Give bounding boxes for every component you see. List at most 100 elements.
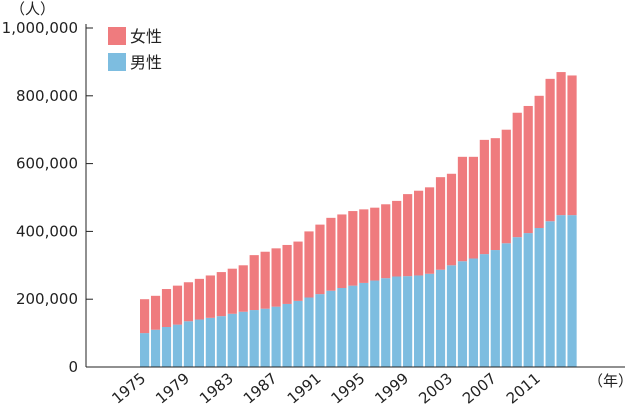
bar-male-1994 [348,285,358,367]
bars-group [140,72,577,368]
x-tick-label: 2003 [415,369,456,407]
bar-male-1993 [337,288,347,367]
bar-female-1999 [403,194,413,277]
bar-female-2005 [468,156,478,259]
bar-male-2002 [435,269,446,367]
bar-male-1985 [249,310,259,367]
bar-male-2013 [556,215,566,367]
bar-female-2002 [435,177,446,270]
bar-male-1987 [271,306,281,367]
x-tick-label: 1979 [152,369,193,407]
bar-male-2000 [414,275,424,367]
bar-female-2014 [567,75,577,216]
bar-male-1980 [194,319,204,367]
y-tick-label: 800,000 [16,87,78,105]
bar-male-2011 [534,228,544,367]
bar-female-2006 [479,139,489,255]
x-axis-label: （年） [588,372,633,390]
bar-male-1988 [282,303,292,367]
bar-male-2001 [424,273,435,367]
bar-female-2003 [446,173,457,266]
bar-male-1998 [392,276,402,367]
bar-female-2012 [545,78,555,222]
bar-male-1979 [183,321,194,367]
bar-female-1995 [359,209,369,283]
bar-female-1980 [194,278,204,320]
bar-male-1981 [205,317,215,367]
bar-male-2008 [501,243,511,367]
bar-male-1978 [172,324,183,368]
bar-female-1985 [249,255,259,311]
bar-male-2007 [490,250,500,367]
y-tick-label: 400,000 [16,222,78,240]
x-tick-label: 1999 [371,369,412,407]
bar-female-1998 [392,200,402,277]
bar-female-1990 [304,231,314,298]
bar-male-1996 [370,280,380,367]
x-tick-label: 2007 [459,369,500,407]
bar-male-1983 [227,313,237,367]
bar-female-2008 [501,129,511,244]
bar-male-1991 [315,294,325,367]
bar-male-2010 [523,233,533,367]
legend: 女性 男性 [108,27,162,72]
x-tick-label: 1987 [240,369,281,407]
x-tick-label: 2011 [503,369,544,407]
bar-male-1999 [403,276,413,367]
bar-male-1989 [293,300,303,367]
x-tick-label: 1983 [196,369,237,407]
legend-swatch-male [108,53,126,71]
bar-female-1975 [140,299,150,334]
bar-female-2009 [512,112,522,238]
bar-female-1976 [150,295,161,330]
bar-female-1982 [216,272,226,317]
bar-male-1990 [304,297,314,367]
bar-male-2014 [567,215,577,367]
bar-female-1988 [282,244,292,304]
legend-label-female: 女性 [130,27,162,46]
bar-male-2004 [457,261,468,367]
y-tick-label: 600,000 [16,155,78,173]
bar-female-1983 [227,268,237,314]
x-tick-label: 1995 [328,369,369,407]
bar-female-2001 [424,187,435,274]
bar-male-2003 [446,265,457,367]
bar-male-1982 [216,316,226,367]
x-ticks-group: 1975 1979 1983 1987 1991 1995 1999 2003 2007 2011 [108,369,543,407]
bar-female-1991 [315,224,325,295]
bar-female-2004 [457,156,468,262]
bar-male-2009 [512,237,522,367]
bar-female-1987 [271,248,281,307]
x-tick-label: 1991 [284,369,325,407]
bar-male-2005 [468,258,478,367]
bar-male-2006 [479,254,489,367]
x-tick-label: 1975 [108,369,149,407]
bar-male-1997 [381,278,391,367]
bar-male-1984 [238,311,248,367]
y-axis-label: （人） [10,0,55,18]
bar-female-2011 [534,95,544,229]
bar-female-1986 [260,251,270,309]
bar-male-1975 [140,333,150,367]
bar-female-1981 [205,275,215,318]
bar-female-2007 [490,138,500,251]
legend-label-male: 男性 [130,53,162,72]
bar-female-1997 [381,204,391,279]
bar-female-1978 [172,285,183,325]
bar-female-1992 [326,217,336,291]
bar-male-2012 [545,221,555,367]
bar-female-1979 [183,282,194,322]
y-ticks-group: 0 200,000 400,000 600,000 800,000 1,000,000 [2,19,93,376]
y-tick-label: 0 [68,358,78,376]
bar-male-1995 [359,282,369,367]
y-tick-label: 1,000,000 [2,19,78,37]
bar-male-1977 [161,327,172,367]
bar-female-2010 [523,105,533,234]
bar-male-1992 [326,290,336,367]
bar-male-1976 [150,329,161,367]
bar-female-2013 [556,72,566,216]
bar-male-1986 [260,308,270,367]
bar-female-1996 [370,207,380,281]
